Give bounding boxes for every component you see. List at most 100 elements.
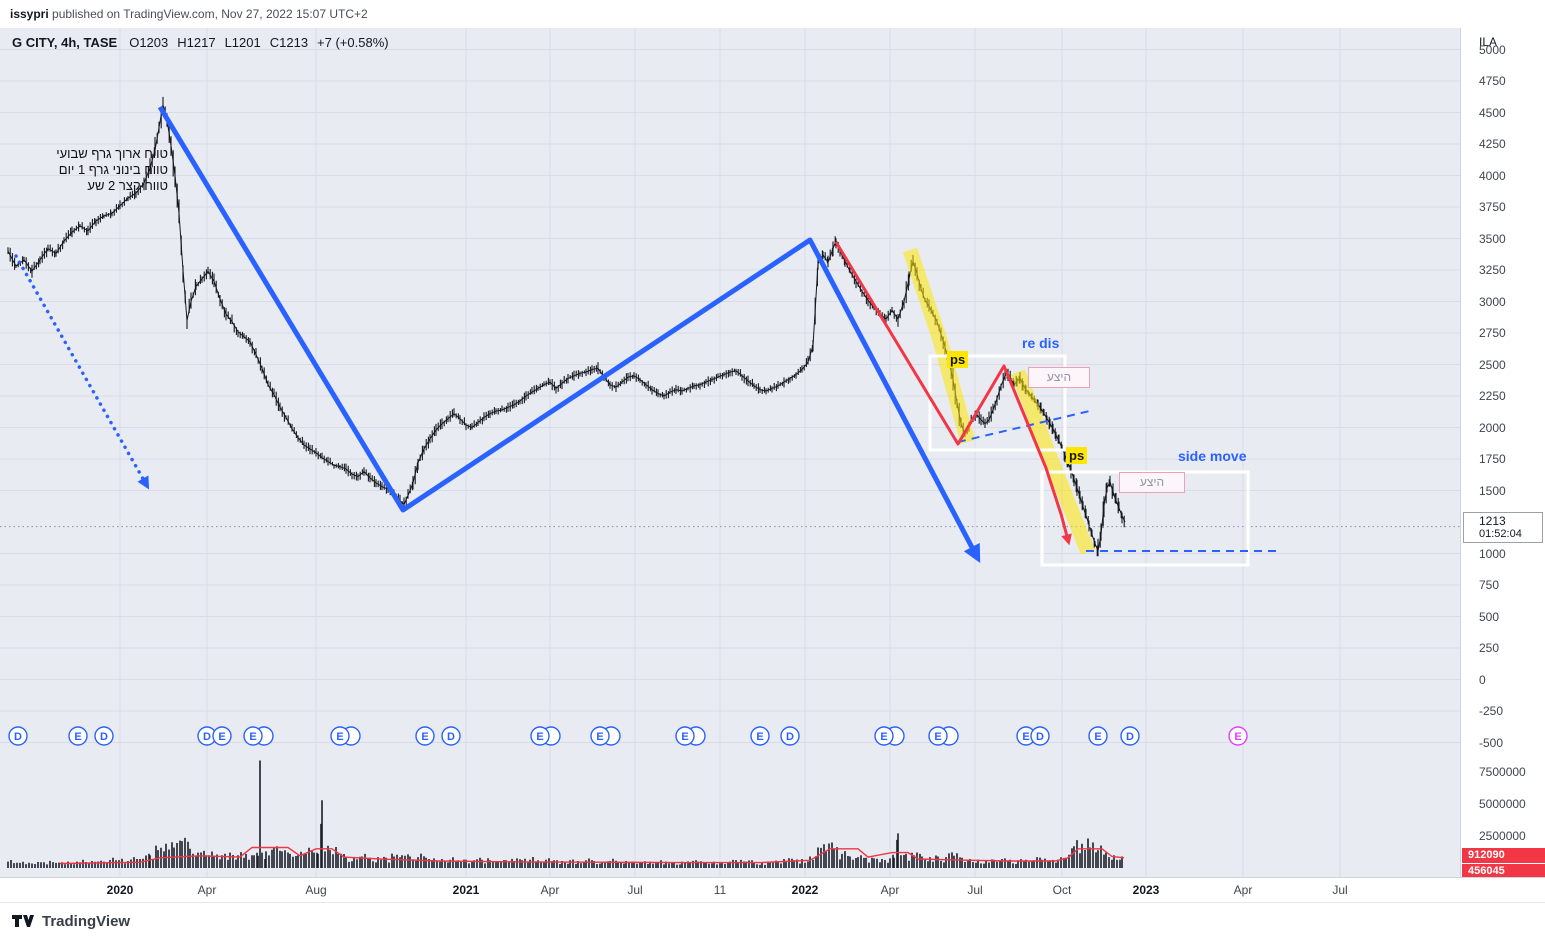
yellow-band[interactable]: [902, 247, 976, 444]
event-marker-circle[interactable]: [1228, 726, 1248, 746]
note-line-3: טווח קצר 2 שע: [87, 178, 168, 193]
event-marker-circle[interactable]: [590, 726, 610, 746]
currency-label: ILA: [1479, 35, 1498, 49]
event-marker-circle[interactable]: [94, 726, 114, 746]
event-marker-letter[interactable]: E: [218, 731, 225, 743]
event-marker-letter[interactable]: D: [14, 731, 22, 743]
tradingview-logo-icon[interactable]: [12, 913, 34, 929]
time-tick: 11: [713, 883, 727, 897]
price-tick: 2500: [1479, 357, 1506, 372]
price-tick: 5000: [1479, 42, 1506, 57]
event-marker-circle[interactable]: [750, 726, 770, 746]
supply-label-2[interactable]: היצע: [1119, 472, 1185, 493]
time-axis[interactable]: 2020 Apr Aug 2021 Apr Jul 11 2022 Apr Jul Oct 2023 A…: [0, 877, 1545, 902]
event-marker-letter[interactable]: D: [447, 731, 455, 743]
zone-rect[interactable]: [928, 354, 1067, 452]
dashed-support-line[interactable]: [957, 409, 1095, 443]
event-marker-letter[interactable]: D: [100, 731, 108, 743]
event-marker-circle[interactable]: [415, 726, 435, 746]
note-line-2: טווח בינוני גרף 1 יום: [58, 162, 168, 177]
ohlc-low: L1201: [224, 35, 261, 50]
volume-tick: 7500000: [1479, 765, 1526, 779]
symbol-legend: G CITY, 4h, TASE O1203 H1217 L1201 C1213 +7 (…: [12, 35, 398, 50]
event-marker-circle[interactable]: [928, 726, 948, 746]
event-marker-letter[interactable]: E: [1234, 731, 1241, 743]
time-tick: Jul: [627, 883, 643, 897]
event-marker-letter[interactable]: E: [336, 731, 343, 743]
symbol-title[interactable]: G CITY, 4h, TASE: [12, 35, 118, 50]
price-tick: 500: [1479, 609, 1500, 624]
ps-label-1[interactable]: ps: [947, 351, 969, 368]
price-tick: -500: [1479, 735, 1504, 750]
tradingview-brand[interactable]: TradingView: [42, 912, 131, 930]
price-tick: 3250: [1479, 263, 1506, 277]
volume-tick: 5000000: [1479, 797, 1526, 811]
ohlc-high: H1217: [177, 35, 216, 50]
price-tick: -250: [1479, 704, 1504, 718]
event-marker-circle[interactable]: [243, 726, 263, 746]
event-marker-circle[interactable]: [441, 726, 461, 746]
event-marker-circle[interactable]: [1120, 726, 1140, 746]
time-tick: Aug: [305, 883, 327, 897]
price-series-wicks: [7, 96, 1125, 557]
time-tick: Apr: [1233, 883, 1253, 897]
event-marker-circle[interactable]: [874, 726, 894, 746]
attribution-username[interactable]: issypri: [10, 7, 49, 21]
price-tick: 2000: [1479, 420, 1506, 435]
price-tick: 4500: [1479, 105, 1506, 120]
event-marker-letter[interactable]: E: [536, 731, 543, 743]
price-tick: 2750: [1479, 326, 1506, 340]
price-tick: 750: [1479, 578, 1500, 592]
yellow-band[interactable]: [1010, 369, 1095, 555]
event-marker-letter[interactable]: E: [681, 731, 688, 743]
dotted-projection-arrow[interactable]: [14, 254, 150, 490]
event-marker-letter[interactable]: D: [786, 731, 794, 743]
change-value: +7 (+0.58%): [317, 35, 389, 50]
event-marker-letter[interactable]: D: [1036, 731, 1044, 743]
time-tick: Jul: [1332, 883, 1348, 897]
event-marker-letter[interactable]: E: [880, 731, 887, 743]
ps-label-2[interactable]: ps: [1066, 447, 1088, 464]
event-marker-letter[interactable]: E: [1022, 731, 1029, 743]
event-marker-letter[interactable]: E: [756, 731, 763, 743]
time-tick: Oct: [1052, 883, 1072, 897]
event-marker-letter[interactable]: E: [1094, 731, 1101, 743]
re-dis-label[interactable]: re dis: [1022, 335, 1060, 351]
event-marker-letter[interactable]: E: [934, 731, 941, 743]
event-marker-circle[interactable]: [530, 726, 550, 746]
trend-zigzag-arrow[interactable]: [157, 105, 981, 563]
event-marker-circle[interactable]: [212, 726, 232, 746]
side-move-label[interactable]: side move: [1178, 448, 1247, 464]
ohlc-open: O1203: [129, 35, 169, 50]
event-marker-circle[interactable]: [8, 726, 28, 746]
price-tick: 1000: [1479, 546, 1506, 561]
event-marker-circle[interactable]: [68, 726, 88, 746]
event-marker-circle[interactable]: [1030, 726, 1050, 746]
volume-value-badge: 912090: [1462, 848, 1545, 863]
price-tick: 2250: [1479, 389, 1506, 403]
price-tick: 4750: [1479, 74, 1506, 88]
price-tick: 3750: [1479, 200, 1506, 214]
supply-label-1[interactable]: היצע: [1028, 367, 1090, 388]
event-marker-letter[interactable]: E: [421, 731, 428, 743]
price-axis[interactable]: ILA 5000 4750 4500 4250 4000 3750 3500 3250 3000…: [1460, 28, 1545, 879]
event-marker-circle[interactable]: [780, 726, 800, 746]
event-marker-circle[interactable]: [330, 726, 350, 746]
event-marker-circle[interactable]: [1088, 726, 1108, 746]
time-tick: Apr: [197, 883, 217, 897]
event-marker-letter[interactable]: D: [1126, 731, 1134, 743]
event-marker-letter[interactable]: E: [249, 731, 256, 743]
red-path-arrow[interactable]: [834, 241, 1072, 546]
time-tick-year: 2023: [1132, 883, 1160, 897]
event-marker-letter[interactable]: D: [203, 731, 211, 743]
event-marker-letter[interactable]: E: [596, 731, 603, 743]
event-marker-letter[interactable]: E: [74, 731, 81, 743]
current-price-badge: 1213 01:52:04: [1463, 512, 1543, 543]
price-tick: 4000: [1479, 168, 1506, 183]
analysis-note[interactable]: טווח ארוך גרף שבועי טווח בינוני גרף 1 יו…: [24, 146, 168, 194]
event-marker-circle[interactable]: [675, 726, 695, 746]
price-tick: 4250: [1479, 137, 1506, 151]
ohlc-close: C1213: [269, 35, 309, 50]
